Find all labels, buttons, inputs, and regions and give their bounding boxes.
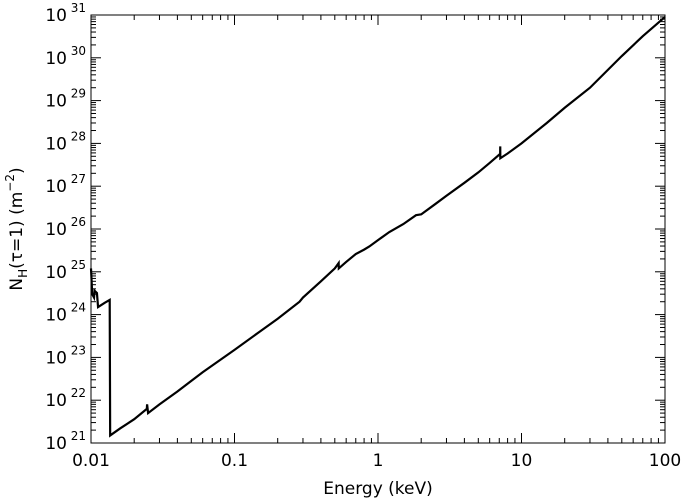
y-tick-label: 10 24 [45,301,86,326]
y-tick-label-exponent: 24 [71,301,86,315]
y-tick-label: 10 23 [45,343,86,368]
y-tick-label: 10 31 [45,1,86,26]
y-tick-label-exponent: 30 [71,44,86,58]
y-tick-label-base: 10 [45,391,67,411]
y-tick-label: 10 30 [45,44,86,69]
y-tick-label-exponent: 29 [71,87,86,101]
y-axis-label-base: N [7,278,27,291]
y-tick-label: 10 26 [45,215,86,240]
y-tick-label-base: 10 [45,177,67,197]
y-tick-label-base: 10 [45,134,67,154]
y-tick-label-exponent: 28 [71,129,86,143]
y-tick-label-exponent: 25 [71,258,86,272]
y-tick-label-base: 10 [45,49,67,69]
y-tick-label-exponent: 27 [71,172,86,186]
y-axis-label-middle: (τ=1) (m [7,192,27,269]
x-tick-labels: 0.01 0.1 1 10 100 [72,451,681,471]
y-tick-label: 10 27 [45,172,86,197]
series-line [89,16,666,438]
y-tick-label-exponent: 21 [71,429,86,443]
y-tick-label-base: 10 [45,434,67,454]
y-axis-label-superscript: −2 [3,174,17,192]
y-tick-label: 10 29 [45,87,86,112]
y-tick-label-base: 10 [45,220,67,240]
y-tick-label-exponent: 26 [71,215,86,229]
x-axis-label: Energy (keV) [323,479,433,499]
x-tick-label: 0.1 [221,451,248,471]
y-tick-label-base: 10 [45,348,67,368]
y-tick-label-exponent: 31 [71,1,86,15]
x-tick-label: 0.01 [72,451,110,471]
y-tick-label-base: 10 [45,263,67,283]
y-tick-label-base: 10 [45,306,67,326]
x-tick-label: 1 [373,451,384,471]
y-tick-label-base: 10 [45,92,67,112]
y-axis-label: NH(τ=1) (m−2) [3,167,30,290]
y-tick-labels: 10 21 10 22 10 23 10 24 10 25 10 26 10 27 10 28 10 29 10 30… [45,1,86,454]
y-tick-label: 10 22 [45,386,86,411]
y-tick-label-base: 10 [45,6,67,26]
y-tick-label: 10 21 [45,429,86,454]
axis-ticks [90,15,665,444]
y-axis-label-end: ) [7,167,27,174]
y-tick-label-exponent: 22 [71,386,86,400]
y-tick-label-exponent: 23 [71,343,86,357]
y-tick-label: 10 25 [45,258,86,283]
plot-area-frame [90,14,666,444]
x-tick-label: 100 [649,451,681,471]
x-tick-label: 10 [511,451,533,471]
y-tick-label: 10 28 [45,129,86,154]
y-axis-label-subscript: H [16,269,30,278]
